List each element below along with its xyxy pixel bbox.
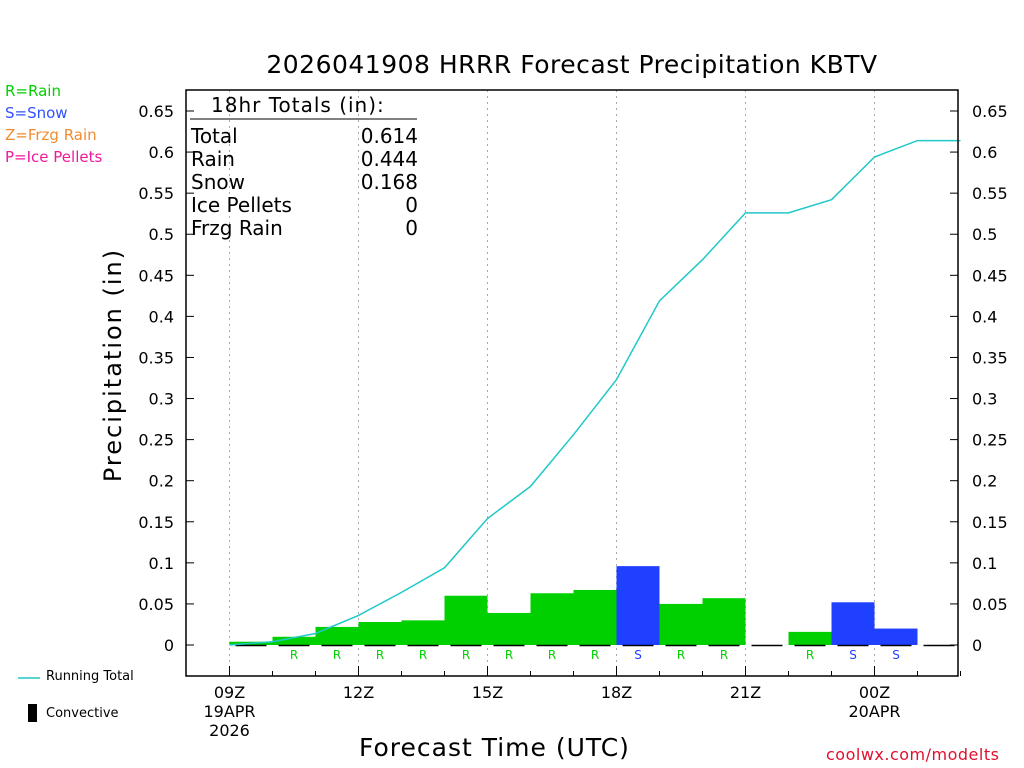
y-tick-label-left: 0.35 xyxy=(138,348,174,367)
precip-bar-3 xyxy=(358,621,402,645)
running-total-legend-label: Running Total xyxy=(46,669,134,684)
y-tick-label-left: 0.55 xyxy=(138,184,174,203)
totals-label-freezing-rain: Frzg Rain xyxy=(191,216,283,240)
y-tick-label-left: 0.4 xyxy=(149,307,174,326)
ptype-label-7: R xyxy=(548,648,556,662)
y-tick-label-right: 0.55 xyxy=(972,184,1008,203)
convective-legend-swatch xyxy=(28,704,37,722)
y-tick-label-right: 0.4 xyxy=(972,307,997,326)
precip-bar-14 xyxy=(831,602,875,645)
totals-value-rain: 0.444 xyxy=(361,147,418,171)
legend-freezing-rain: Z=Frzg Rain xyxy=(5,126,97,144)
ptype-label-1: R xyxy=(290,648,298,662)
y-tick-label-left: 0.6 xyxy=(149,143,174,162)
precip-bar-5 xyxy=(444,595,488,645)
y-tick-label-right: 0.25 xyxy=(972,431,1008,450)
x-axis-label: Forecast Time (UTC) xyxy=(359,733,630,762)
totals-box: 18hr Totals (in): Total 0.614 Rain 0.444… xyxy=(190,93,418,240)
ptype-label-13: R xyxy=(806,648,814,662)
x-tick-label-0-1: 19APR xyxy=(203,702,255,721)
totals-value-snow: 0.168 xyxy=(361,170,418,194)
precip-bar-13 xyxy=(788,631,832,645)
ptype-label-6: R xyxy=(505,648,513,662)
y-tick-label-left: 0 xyxy=(164,636,174,655)
precip-bar-4 xyxy=(401,620,445,645)
ptype-label-3: R xyxy=(376,648,384,662)
precip-bar-1 xyxy=(272,636,316,645)
y-tick-label-left: 0.65 xyxy=(138,102,174,121)
totals-label-rain: Rain xyxy=(191,147,235,171)
site-credit: coolwx.com/modelts xyxy=(826,745,1000,764)
y-tick-label-right: 0.6 xyxy=(972,143,997,162)
y-tick-label-right: 0.05 xyxy=(972,595,1008,614)
x-tick-label-3-0: 18Z xyxy=(601,683,632,702)
ptype-label-2: R xyxy=(333,648,341,662)
totals-label-total: Total xyxy=(190,124,238,148)
totals-label-ice-pellets: Ice Pellets xyxy=(191,193,292,217)
x-tick-label-5-0: 00Z xyxy=(859,683,890,702)
tick-labels: 0 00.05 0.050.1 0.10.15 0.150.2 0.20.25 0.250.… xyxy=(138,102,1007,740)
x-tick-label-5-1: 20APR xyxy=(848,702,900,721)
ptype-label-9: S xyxy=(634,648,642,662)
precip-bar-6 xyxy=(487,612,531,645)
ptype-label-5: R xyxy=(462,648,470,662)
x-tick-label-1-0: 12Z xyxy=(343,683,374,702)
hourly-bars xyxy=(229,566,955,647)
ptype-label-14: S xyxy=(849,648,857,662)
y-tick-label-left: 0.2 xyxy=(149,472,174,491)
precip-bar-7 xyxy=(530,593,574,645)
axes xyxy=(186,110,961,676)
x-tick-label-0-2: 2026 xyxy=(209,721,250,740)
x-tick-label-4-0: 21Z xyxy=(730,683,761,702)
y-tick-label-left: 0.15 xyxy=(138,513,174,532)
x-tick-label-2-0: 15Z xyxy=(472,683,503,702)
chart-title: 2026041908 HRRR Forecast Precipitation K… xyxy=(266,50,878,79)
y-tick-label-right: 0 xyxy=(972,636,982,655)
totals-value-freezing-rain: 0 xyxy=(405,216,418,240)
y-tick-label-left: 0.05 xyxy=(138,595,174,614)
ptype-label-4: R xyxy=(419,648,427,662)
y-tick-label-right: 0.3 xyxy=(972,390,997,409)
y-tick-label-right: 0.35 xyxy=(972,348,1008,367)
precip-bar-11 xyxy=(702,598,746,645)
gridlines xyxy=(229,90,875,676)
precip-bar-15 xyxy=(874,628,918,645)
totals-label-snow: Snow xyxy=(191,170,245,194)
totals-value-ice-pellets: 0 xyxy=(405,193,418,217)
legend-rain: R=Rain xyxy=(5,82,61,100)
plot-frame xyxy=(185,89,959,677)
ptype-label-8: R xyxy=(591,648,599,662)
y-tick-label-left: 0.25 xyxy=(138,431,174,450)
y-tick-label-left: 0.1 xyxy=(149,554,174,573)
precip-bar-9 xyxy=(616,566,660,645)
precip-bar-10 xyxy=(659,603,703,645)
running-total-line xyxy=(229,139,961,646)
precip-bar-2 xyxy=(315,626,359,645)
y-tick-label-right: 0.2 xyxy=(972,472,997,491)
y-tick-label-left: 0.5 xyxy=(149,225,174,244)
totals-header: 18hr Totals (in): xyxy=(211,93,385,117)
y-tick-label-right: 0.5 xyxy=(972,225,997,244)
ptype-label-11: R xyxy=(720,648,728,662)
legend-ice-pellets: P=Ice Pellets xyxy=(5,148,103,166)
y-tick-label-right: 0.1 xyxy=(972,554,997,573)
y-tick-label-right: 0.15 xyxy=(972,513,1008,532)
legend-snow: S=Snow xyxy=(5,104,68,122)
x-tick-label-0-0: 09Z xyxy=(214,683,245,702)
totals-value-total: 0.614 xyxy=(361,124,418,148)
running-total-line-group xyxy=(229,139,961,646)
y-tick-label-left: 0.45 xyxy=(138,266,174,285)
y-tick-label-right: 0.65 xyxy=(972,102,1008,121)
ptype-label-15: S xyxy=(892,648,900,662)
precip-bar-8 xyxy=(573,589,617,645)
ptype-label-10: R xyxy=(677,648,685,662)
y-tick-label-right: 0.45 xyxy=(972,266,1008,285)
convective-legend-label: Convective xyxy=(46,706,119,721)
y-tick-label-left: 0.3 xyxy=(149,390,174,409)
